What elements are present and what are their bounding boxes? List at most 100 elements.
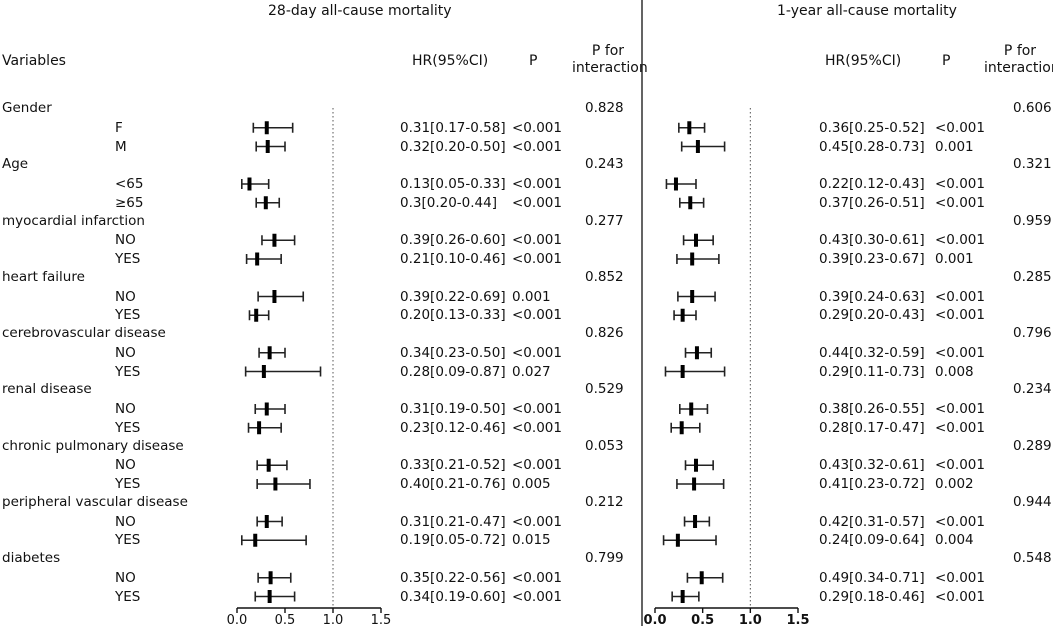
p-value: <0.001 bbox=[935, 288, 985, 305]
hr-point bbox=[693, 515, 698, 528]
hr-ci-value: 0.28[0.09-0.87] bbox=[400, 363, 506, 380]
p-interaction-value: 0.053 bbox=[585, 437, 624, 454]
hr-ci-value: 0.32[0.20-0.50] bbox=[400, 138, 506, 155]
x-tick-label: 0.5 bbox=[275, 613, 296, 626]
hr-point bbox=[689, 402, 694, 416]
hr-point bbox=[261, 365, 266, 378]
p-interaction-value: 0.959 bbox=[1013, 212, 1052, 229]
hr-ci-value: 0.43[0.30-0.61] bbox=[819, 232, 925, 249]
panel-title-28day: 28-day all-cause mortality bbox=[268, 3, 452, 19]
subgroup-label: <65 bbox=[115, 176, 144, 192]
p-value: <0.001 bbox=[935, 344, 985, 361]
hr-point bbox=[673, 177, 678, 191]
hr-point bbox=[695, 140, 700, 153]
p-interaction-value: 0.944 bbox=[1013, 493, 1052, 510]
hr-ci-value: 0.31[0.21-0.47] bbox=[400, 513, 506, 530]
hr-ci-value: 0.44[0.32-0.59] bbox=[819, 344, 925, 361]
hr-point bbox=[254, 308, 259, 322]
p-value: <0.001 bbox=[512, 194, 562, 211]
subgroup-label: YES bbox=[115, 251, 141, 267]
p-interaction-value: 0.212 bbox=[585, 493, 624, 510]
hr-point bbox=[266, 458, 271, 472]
hr-point bbox=[692, 477, 697, 491]
hr-ci-value: 0.33[0.21-0.52] bbox=[400, 457, 506, 474]
hr-ci-value: 0.36[0.25-0.52] bbox=[819, 119, 925, 136]
p-value: <0.001 bbox=[935, 232, 985, 249]
group-label: heart failure bbox=[2, 268, 85, 285]
p-value: <0.001 bbox=[512, 232, 562, 249]
subgroup-label: YES bbox=[115, 419, 141, 436]
header-p-left: P bbox=[529, 53, 538, 69]
p-value: <0.001 bbox=[512, 138, 562, 155]
hr-point bbox=[267, 346, 272, 360]
subgroup-label: YES bbox=[115, 588, 141, 605]
hr-ci-value: 0.22[0.12-0.43] bbox=[819, 176, 925, 192]
hr-point bbox=[264, 402, 269, 416]
hr-point bbox=[679, 421, 684, 435]
hr-point bbox=[693, 458, 698, 472]
hr-ci-value: 0.34[0.23-0.50] bbox=[400, 344, 506, 361]
p-value: <0.001 bbox=[935, 194, 985, 211]
hr-ci-value: 0.29[0.11-0.73] bbox=[819, 363, 925, 380]
hr-ci-value: 0.49[0.34-0.71] bbox=[819, 569, 925, 586]
p-value: <0.001 bbox=[935, 419, 985, 436]
p-value: <0.001 bbox=[512, 401, 562, 417]
p-value: 0.001 bbox=[512, 288, 551, 305]
x-tick-label: 1.0 bbox=[323, 613, 344, 626]
p-value: <0.001 bbox=[935, 119, 985, 136]
p-value: 0.004 bbox=[935, 532, 974, 549]
subgroup-label: NO bbox=[115, 344, 136, 361]
header-hr-left: HR(95%CI) bbox=[412, 53, 489, 69]
hr-point bbox=[687, 121, 692, 135]
hr-ci-value: 0.13[0.05-0.33] bbox=[400, 176, 506, 192]
p-value: 0.027 bbox=[512, 363, 551, 380]
hr-ci-value: 0.39[0.26-0.60] bbox=[400, 232, 506, 249]
hr-point bbox=[680, 365, 685, 378]
hr-point bbox=[267, 590, 272, 603]
p-value: 0.008 bbox=[935, 363, 974, 380]
hr-ci-value: 0.3[0.20-0.44] bbox=[400, 194, 497, 211]
hr-point bbox=[255, 252, 260, 266]
hr-point bbox=[247, 177, 252, 191]
hr-ci-value: 0.37[0.26-0.51] bbox=[819, 194, 925, 211]
p-value: 0.005 bbox=[512, 476, 551, 492]
header-pint-left-line1: P for bbox=[591, 43, 625, 59]
x-tick-label: 0.0 bbox=[643, 613, 666, 626]
group-label: diabetes bbox=[2, 550, 61, 566]
p-interaction-value: 0.828 bbox=[585, 100, 624, 116]
p-value: <0.001 bbox=[935, 307, 985, 324]
subgroup-label: NO bbox=[115, 401, 136, 417]
hr-ci-value: 0.28[0.17-0.47] bbox=[819, 419, 925, 436]
header-variables: Variables bbox=[2, 53, 66, 69]
hr-point bbox=[265, 140, 270, 153]
hr-point bbox=[264, 515, 269, 528]
header-pint-left: P for interaction bbox=[572, 43, 648, 77]
hr-ci-value: 0.29[0.20-0.43] bbox=[819, 307, 925, 324]
hr-ci-value: 0.39[0.24-0.63] bbox=[819, 288, 925, 305]
p-value: <0.001 bbox=[512, 457, 562, 474]
p-value: <0.001 bbox=[935, 588, 985, 605]
p-value: <0.001 bbox=[935, 513, 985, 530]
subgroup-label: NO bbox=[115, 288, 136, 305]
p-value: <0.001 bbox=[935, 176, 985, 192]
p-interaction-value: 0.796 bbox=[1013, 325, 1052, 341]
hr-ci-value: 0.41[0.23-0.72] bbox=[819, 476, 925, 492]
group-label: Age bbox=[2, 156, 29, 173]
p-value: <0.001 bbox=[512, 588, 562, 605]
subgroup-label: YES bbox=[115, 532, 141, 549]
p-value: <0.001 bbox=[512, 419, 562, 436]
p-interaction-value: 0.277 bbox=[585, 212, 624, 229]
hr-ci-value: 0.42[0.31-0.57] bbox=[819, 513, 925, 530]
subgroup-label: YES bbox=[115, 476, 141, 492]
hr-point bbox=[273, 477, 278, 491]
header-p-right: P bbox=[942, 53, 951, 69]
hr-point bbox=[688, 196, 693, 210]
x-tick-label: 1.5 bbox=[786, 613, 809, 626]
p-value: 0.001 bbox=[935, 251, 974, 267]
hr-point bbox=[680, 308, 685, 322]
p-interaction-value: 0.321 bbox=[1013, 156, 1052, 173]
hr-point bbox=[690, 290, 695, 303]
x-tick-label: 0.0 bbox=[227, 613, 248, 626]
hr-point bbox=[264, 121, 269, 135]
